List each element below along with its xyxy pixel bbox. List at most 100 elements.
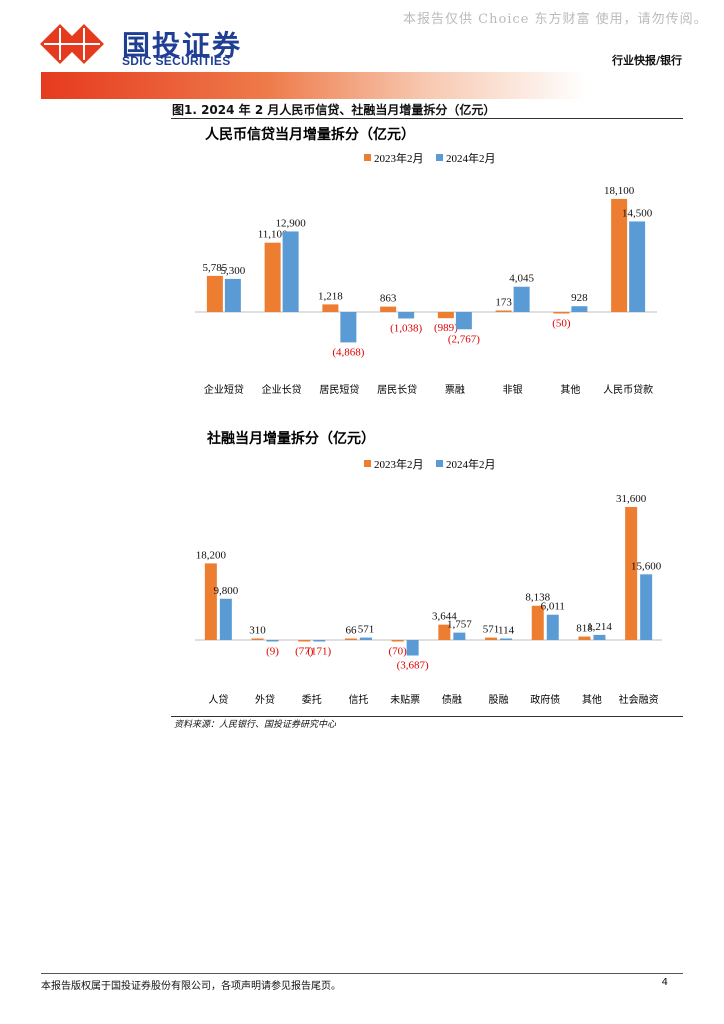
data-label: 4,045 bbox=[509, 273, 534, 285]
category-label: 委托 bbox=[302, 693, 322, 706]
data-label: 8,138 bbox=[525, 592, 550, 604]
data-label: 66 bbox=[345, 625, 357, 637]
bar-2024 bbox=[224, 278, 241, 312]
bar-2024 bbox=[571, 306, 588, 312]
bar-2023 bbox=[553, 312, 570, 314]
bar-2024 bbox=[340, 312, 357, 343]
legend-label-1: 2024年2月 bbox=[446, 151, 496, 165]
bar-2023 bbox=[611, 198, 628, 312]
logo-mark-icon bbox=[40, 24, 104, 64]
legend-label-0: 2023年2月 bbox=[374, 151, 424, 165]
bar-2024 bbox=[593, 634, 606, 640]
legend-label-0: 2023年2月 bbox=[374, 457, 424, 471]
chart-title: 人民币信贷当月增量拆分（亿元） bbox=[205, 126, 415, 143]
legend-label-1: 2024年2月 bbox=[446, 457, 496, 471]
data-label: 173 bbox=[495, 297, 512, 309]
data-label: 15,600 bbox=[631, 560, 662, 572]
data-label: (9) bbox=[266, 646, 279, 658]
bar-2024 bbox=[219, 598, 232, 640]
data-label: (1,038) bbox=[390, 322, 422, 334]
category-label: 债融 bbox=[442, 693, 462, 706]
footer-rule bbox=[41, 973, 683, 974]
page-number: 4 bbox=[661, 977, 668, 988]
data-label: (70) bbox=[388, 646, 407, 658]
legend-swatch-0 bbox=[364, 154, 371, 161]
category-label: 居民短贷 bbox=[319, 383, 359, 396]
bar-2024 bbox=[266, 640, 279, 642]
category-label: 社会融资 bbox=[619, 693, 659, 706]
bar-2023 bbox=[578, 636, 591, 640]
bar-2024 bbox=[455, 312, 472, 330]
data-label: (2,767) bbox=[448, 333, 480, 345]
data-label: 1,757 bbox=[447, 619, 472, 631]
data-label: 5,300 bbox=[221, 265, 246, 277]
chart-title: 社融当月增量拆分（亿元） bbox=[206, 430, 375, 447]
data-label: 818 bbox=[576, 623, 593, 635]
header-gradient-bar bbox=[41, 72, 683, 99]
bar-2023 bbox=[251, 638, 264, 640]
category-label: 企业长贷 bbox=[262, 383, 302, 396]
bar-2024 bbox=[640, 574, 653, 640]
category-label: 信托 bbox=[348, 693, 368, 706]
figure-title-rule bbox=[171, 118, 683, 119]
data-label: (4,868) bbox=[332, 346, 364, 358]
logo-english-name: SDIC SECURITIES bbox=[122, 54, 231, 68]
data-label: 11,100 bbox=[258, 229, 288, 241]
data-label: 5,785 bbox=[203, 262, 228, 274]
category-label: 其他 bbox=[582, 693, 602, 706]
data-label: 14,500 bbox=[622, 207, 653, 219]
legend-swatch-1 bbox=[436, 460, 443, 467]
category-label: 股融 bbox=[489, 694, 509, 706]
category-label: 政府债 bbox=[530, 693, 560, 706]
bar-2023 bbox=[380, 306, 397, 312]
data-label: (77) bbox=[295, 646, 314, 658]
bar-2023 bbox=[206, 275, 223, 312]
category-label: 外贷 bbox=[255, 693, 275, 706]
data-label: 18,100 bbox=[604, 185, 635, 197]
bar-2024 bbox=[313, 640, 326, 642]
logo-chinese-name: 国投证券 bbox=[122, 29, 243, 62]
bar-2023 bbox=[298, 640, 311, 642]
bar-2023 bbox=[322, 304, 339, 312]
data-label: 18,200 bbox=[196, 549, 227, 561]
category-label: 企业短贷 bbox=[204, 383, 244, 396]
data-label: (171) bbox=[307, 646, 331, 658]
category-label: 未贴票 bbox=[390, 693, 420, 706]
bar-2023 bbox=[204, 563, 217, 640]
bar-2024 bbox=[406, 640, 419, 656]
data-label: 928 bbox=[571, 292, 588, 304]
bar-2024 bbox=[398, 312, 415, 319]
bar-2024 bbox=[500, 638, 513, 640]
data-label: 571 bbox=[358, 624, 375, 636]
data-label: 6,011 bbox=[541, 601, 565, 613]
bar-2023 bbox=[344, 638, 357, 640]
data-label: 571 bbox=[483, 624, 500, 636]
category-label: 人贷 bbox=[208, 693, 228, 706]
data-label: 310 bbox=[249, 625, 266, 637]
bar-2023 bbox=[485, 637, 498, 640]
bar-2024 bbox=[546, 614, 559, 640]
watermark-text: 本报告仅供 Choice 东方财富 使用，请勿传阅。 bbox=[403, 12, 708, 27]
figure-title: 图1. 2024 年 2 月人民币信贷、社融当月增量拆分（亿元） bbox=[172, 103, 496, 117]
data-label: (3,687) bbox=[397, 660, 429, 672]
category-label: 非银 bbox=[503, 383, 523, 396]
data-label: (989) bbox=[434, 322, 458, 334]
bar-2024 bbox=[513, 286, 530, 312]
data-label: 31,600 bbox=[616, 493, 647, 505]
data-label: 1,214 bbox=[587, 621, 612, 633]
company-logo: 国投证券 SDIC SECURITIES bbox=[40, 22, 240, 70]
category-label: 其他 bbox=[560, 383, 580, 396]
data-label: 12,900 bbox=[276, 217, 307, 229]
category-label: 票融 bbox=[445, 384, 465, 396]
bar-2024 bbox=[453, 632, 466, 640]
bar-2023 bbox=[495, 310, 512, 312]
bar-2023 bbox=[531, 605, 544, 640]
figure-source: 资料来源：人民银行、国投证券研究中心 bbox=[174, 720, 337, 730]
bar-2023 bbox=[391, 640, 404, 642]
data-label: 3,644 bbox=[432, 611, 457, 623]
legend-swatch-1 bbox=[436, 154, 443, 161]
report-type-label: 行业快报/银行 bbox=[611, 54, 682, 67]
source-rule bbox=[171, 716, 683, 717]
legend-swatch-0 bbox=[364, 460, 371, 467]
